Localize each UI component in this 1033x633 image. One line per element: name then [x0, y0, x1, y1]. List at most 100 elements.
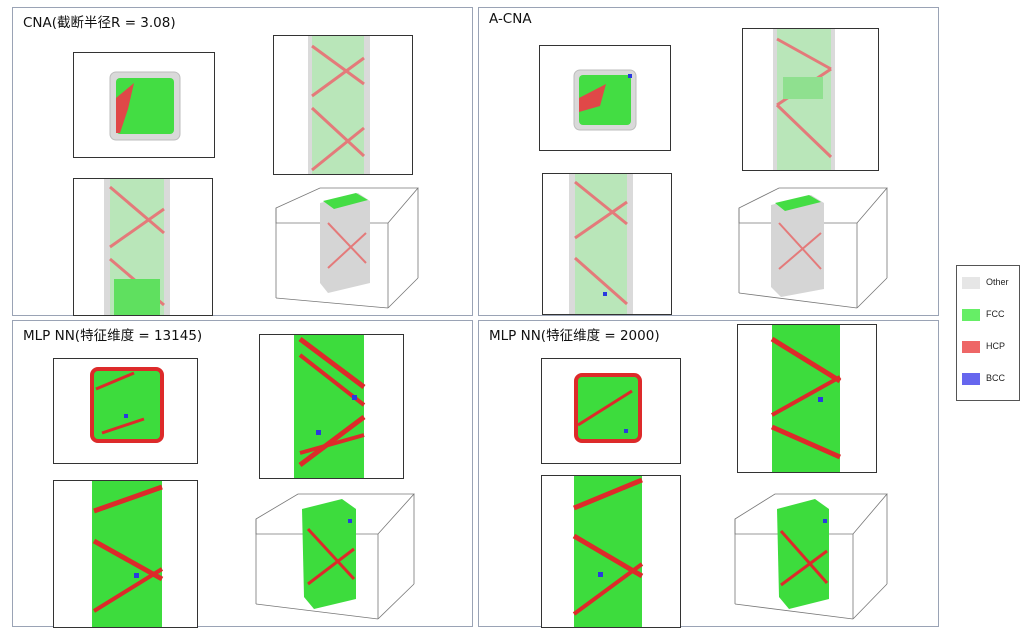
- side-view-svg: [92, 481, 164, 627]
- hcp-stripe: [311, 126, 365, 172]
- panel-title: CNA(截断半径R = 3.08): [23, 15, 176, 31]
- legend-label: FCC: [986, 309, 1005, 319]
- box-edge: [852, 583, 888, 620]
- perspective-svg: [255, 493, 415, 620]
- bcc-atom: [818, 397, 823, 402]
- bcc-atom: [124, 414, 128, 418]
- hcp-stripe: [306, 527, 356, 581]
- hcp-stripe: [327, 232, 367, 269]
- legend: Other FCC HCP BCC: [956, 265, 1020, 401]
- hcp-stripe: [298, 337, 366, 389]
- box-edge: [738, 292, 858, 309]
- box-edge: [856, 277, 888, 309]
- legend-item-bcc: BCC: [962, 370, 1020, 388]
- bcc-atom: [348, 519, 352, 523]
- side-view-svg: [308, 36, 370, 174]
- perspective-svg: [738, 187, 888, 309]
- hcp-stripe: [92, 538, 164, 582]
- panel-mlp-2000: MLP NN(特征维度 = 2000): [478, 320, 939, 628]
- legend-label: BCC: [986, 373, 1006, 383]
- hcp-stripe: [577, 389, 633, 427]
- top-view-svg: [574, 373, 642, 443]
- hcp-stripe: [307, 547, 355, 586]
- bcc-atom: [316, 430, 321, 435]
- hcp-stripe: [311, 44, 365, 86]
- hcp-stripe: [310, 106, 366, 158]
- bcc-atom: [598, 572, 603, 577]
- hcp-stripe: [311, 56, 365, 98]
- column-other: [771, 195, 824, 297]
- cross-section-hcp: [579, 84, 606, 112]
- box-edge: [275, 297, 389, 309]
- hcp-stripe: [298, 415, 366, 467]
- perspective-svg: [275, 187, 419, 309]
- top-view-svg: [90, 367, 164, 443]
- perspective-view-image: [248, 489, 418, 624]
- hcp-stripe: [776, 37, 832, 71]
- bcc-atom: [134, 573, 139, 578]
- box-edge: [734, 603, 854, 620]
- hcp-stripe: [327, 222, 367, 264]
- legend-swatch: [962, 277, 980, 289]
- column-top-fcc: [323, 193, 368, 209]
- hcp-stripe: [92, 567, 164, 613]
- legend-label: HCP: [986, 341, 1006, 351]
- hcp-stripe: [573, 477, 643, 511]
- side-view-svg: [770, 325, 842, 472]
- column-fcc: [772, 325, 840, 472]
- box-edge: [377, 583, 415, 620]
- legend-item-other: Other: [962, 274, 1020, 292]
- hcp-stripe: [778, 222, 822, 270]
- side-view-svg: [104, 179, 170, 315]
- bcc-atom: [352, 395, 357, 400]
- legend-swatch: [962, 341, 980, 353]
- bcc-atom: [628, 74, 632, 78]
- hcp-stripe: [109, 207, 165, 249]
- legend-label: Other: [986, 277, 1009, 287]
- side-view-right-image: [737, 324, 877, 473]
- panel-title: MLP NN(特征维度 = 13145): [23, 328, 203, 344]
- top-view-svg: [573, 69, 637, 131]
- legend-swatch: [962, 373, 980, 385]
- hcp-stripe: [574, 256, 628, 306]
- cross-section-fcc: [579, 75, 631, 125]
- column-fcc: [312, 36, 364, 174]
- top-view-image: [53, 358, 198, 464]
- hcp-stripe: [572, 562, 644, 616]
- side-view-svg: [773, 29, 835, 170]
- hcp-stripe: [93, 484, 163, 514]
- perspective-svg: [734, 493, 888, 620]
- side-view-svg: [572, 476, 644, 627]
- cross-section-fcc: [574, 373, 642, 443]
- panel-acna: A-CNA: [478, 7, 939, 316]
- box-edge: [255, 603, 379, 620]
- legend-item-hcp: HCP: [962, 338, 1020, 356]
- hcp-stripe: [770, 336, 842, 384]
- hcp-stripe: [770, 424, 842, 460]
- panel-title: MLP NN(特征维度 = 2000): [489, 328, 660, 344]
- panel-mlp-13145: MLP NN(特征维度 = 13145): [12, 320, 473, 628]
- legend-swatch: [962, 309, 980, 321]
- top-view-image: [73, 52, 215, 158]
- hcp-stripe: [779, 530, 829, 584]
- bcc-atom: [624, 429, 628, 433]
- hcp-stripe: [109, 185, 165, 235]
- top-view-image: [539, 45, 671, 151]
- side-view-right-image: [742, 28, 879, 171]
- side-view-left-image: [73, 178, 213, 316]
- side-view-left-image: [541, 475, 681, 628]
- bcc-atom: [823, 519, 827, 523]
- hcp-stripe: [771, 375, 841, 417]
- column-top-fcc: [775, 195, 821, 211]
- box-edge: [387, 277, 419, 309]
- column-fcc: [575, 174, 627, 314]
- side-view-svg: [294, 335, 366, 478]
- top-view-svg: [109, 71, 181, 141]
- side-view-right-image: [273, 35, 413, 175]
- hcp-stripe: [299, 433, 365, 455]
- perspective-view-image: [729, 183, 891, 313]
- perspective-view-image: [258, 183, 423, 313]
- hcp-stripe: [574, 180, 628, 226]
- side-view-svg: [569, 174, 633, 314]
- panel-title: A-CNA: [489, 11, 532, 27]
